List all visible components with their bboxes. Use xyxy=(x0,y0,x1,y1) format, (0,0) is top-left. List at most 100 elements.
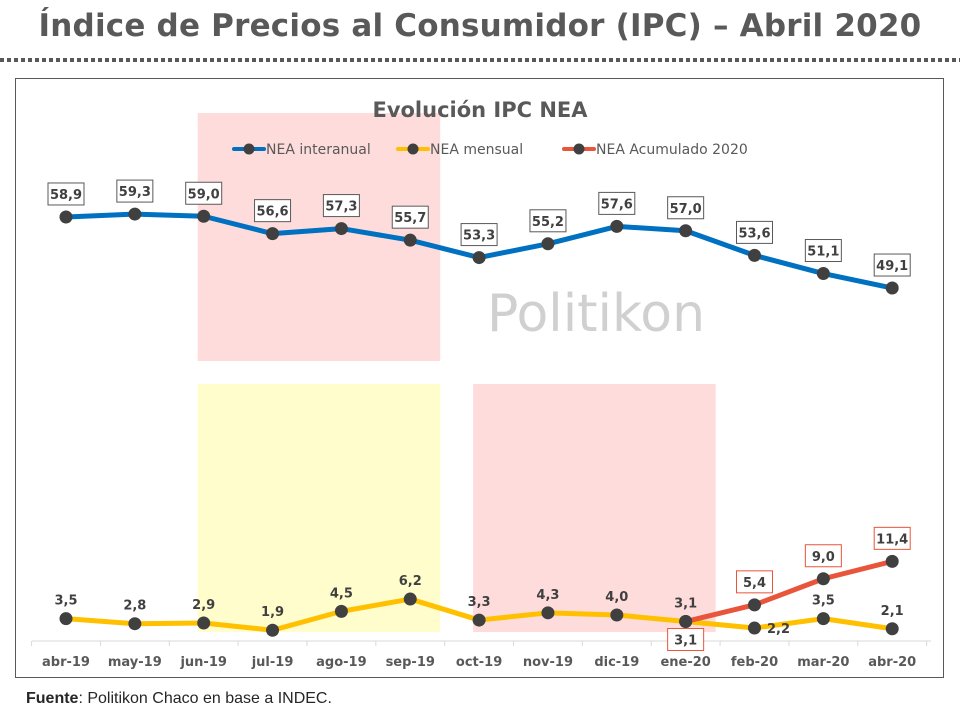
data-point xyxy=(59,210,73,224)
x-tick-label: oct-19 xyxy=(456,655,502,670)
series-markers xyxy=(59,207,899,637)
data-label-box: 51,1 xyxy=(804,239,842,263)
data-label-box: 59,3 xyxy=(116,179,154,203)
data-point xyxy=(816,572,830,586)
page-title: Índice de Precios al Consumidor (IPC) – … xyxy=(38,8,922,44)
data-label: 59,3 xyxy=(119,185,151,200)
data-label-box: 5,4 xyxy=(736,570,773,594)
data-label: 59,0 xyxy=(188,187,220,202)
data-label-box: 57,0 xyxy=(667,196,705,220)
x-tick-label: nov-19 xyxy=(523,655,573,670)
legend-item: NEA mensual xyxy=(396,142,523,158)
data-point xyxy=(748,598,761,612)
data-label-box: 57,3 xyxy=(322,194,360,218)
data-label-box: 11,4 xyxy=(873,526,911,550)
data-point xyxy=(472,613,486,627)
watermark-text: Politikon xyxy=(487,284,705,344)
data-point xyxy=(679,615,693,629)
source-footer: Fuente: Politikon Chaco en base a INDEC. xyxy=(26,690,332,708)
data-label-box: 3,1 xyxy=(667,628,705,652)
label-border xyxy=(322,194,360,218)
data-point xyxy=(266,623,280,637)
ipc-line-chart: Politikon Evolución IPC NEA NEA interanua… xyxy=(31,98,931,670)
data-point xyxy=(472,251,486,265)
label-border xyxy=(736,570,773,594)
x-tick-label: abr-20 xyxy=(868,655,916,670)
series-line-nea-acumulado-2020 xyxy=(683,558,895,625)
data-label-box: 58,9 xyxy=(47,182,85,206)
data-label-box: 49,1 xyxy=(873,253,911,277)
data-point xyxy=(197,209,211,223)
x-tick-label: feb-20 xyxy=(731,655,778,670)
label-border xyxy=(47,182,85,206)
label-border xyxy=(529,209,567,233)
data-point xyxy=(403,233,417,247)
data-label: 51,1 xyxy=(807,245,839,260)
label-border xyxy=(667,628,705,652)
data-label: 11,4 xyxy=(876,532,908,547)
data-label: 49,1 xyxy=(876,259,908,274)
data-point xyxy=(610,608,624,622)
data-label: 4,0 xyxy=(605,590,628,605)
data-label-box: 56,6 xyxy=(254,199,292,223)
legend-label: NEA mensual xyxy=(430,142,523,158)
data-point xyxy=(610,219,624,233)
legend-marker xyxy=(243,143,255,155)
chart-title: Evolución IPC NEA xyxy=(372,98,588,122)
data-point xyxy=(541,606,555,620)
data-point xyxy=(885,622,899,636)
data-label: 4,5 xyxy=(330,586,353,601)
data-label-box: 59,0 xyxy=(185,181,223,205)
data-label: 6,2 xyxy=(399,574,422,589)
data-label-box: 55,7 xyxy=(391,205,429,229)
data-label-box: 53,3 xyxy=(460,223,498,247)
legend-marker xyxy=(573,143,585,155)
x-tick-label: jun-19 xyxy=(179,655,226,670)
highlight-bands xyxy=(197,113,716,632)
data-label-box: 9,0 xyxy=(804,544,842,568)
data-label: 58,9 xyxy=(50,188,82,203)
data-label: 5,4 xyxy=(743,576,766,591)
band-mensual-oct-ene xyxy=(473,384,716,632)
label-border xyxy=(667,196,705,220)
data-point xyxy=(885,554,899,568)
label-border xyxy=(598,191,636,215)
label-border xyxy=(736,220,773,244)
data-point xyxy=(59,612,73,626)
data-point xyxy=(334,604,348,618)
chart-frame: Politikon Evolución IPC NEA NEA interanua… xyxy=(15,78,944,678)
label-border xyxy=(391,205,429,229)
data-point xyxy=(197,616,211,630)
data-label: 3,5 xyxy=(812,594,835,609)
data-label-box: 53,6 xyxy=(736,220,773,244)
x-tick-label: abr-19 xyxy=(42,655,90,670)
data-label: 55,7 xyxy=(394,211,426,226)
legend: NEA interanual NEA mensual NEA Acumulado 2… xyxy=(232,142,748,158)
data-point xyxy=(885,281,899,295)
label-border xyxy=(873,526,911,550)
data-point xyxy=(748,621,761,635)
data-point xyxy=(266,227,280,241)
data-point xyxy=(748,248,761,262)
x-tick-label: mar-20 xyxy=(797,655,849,670)
data-label: 2,2 xyxy=(767,622,790,637)
data-label: 57,0 xyxy=(670,202,702,217)
data-label: 53,3 xyxy=(463,229,495,244)
data-label: 2,9 xyxy=(192,598,215,613)
footer-label: Fuente xyxy=(26,690,79,707)
data-label-box: 55,2 xyxy=(529,209,567,233)
x-tick-label: ago-19 xyxy=(316,655,367,670)
label-border xyxy=(254,199,292,223)
data-label: 3,1 xyxy=(674,634,697,649)
label-border xyxy=(185,181,223,205)
label-border xyxy=(873,253,911,277)
x-tick-label: ene-20 xyxy=(660,655,710,670)
data-point xyxy=(816,267,830,281)
label-border xyxy=(116,179,154,203)
footer-text: : Politikon Chaco en base a INDEC. xyxy=(78,690,332,707)
data-label: 3,1 xyxy=(674,597,697,612)
dotted-divider xyxy=(0,58,960,62)
data-point xyxy=(541,237,555,251)
x-tick-label: dic-19 xyxy=(594,655,639,670)
label-border xyxy=(804,239,842,263)
